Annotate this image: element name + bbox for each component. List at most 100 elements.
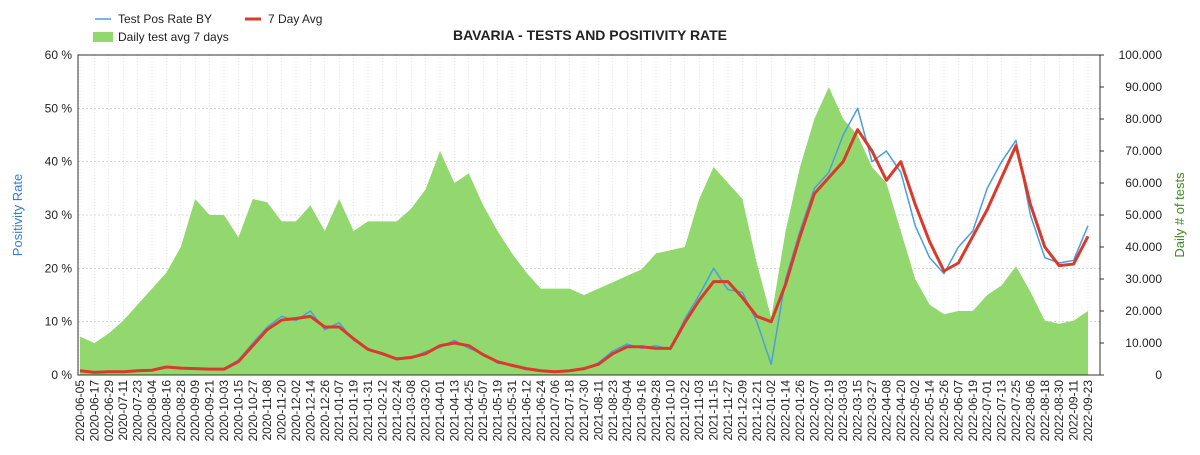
y-axis-title: Positivity Rate [10,174,25,256]
x-tick-label: 2020-07-11 [116,380,130,441]
x-tick-label: 2021-06-24 [534,380,548,442]
x-tick-label: 2022-02-19 [822,380,836,442]
y2-tick-label: 60.000 [1125,176,1162,190]
legend-label: Test Pos Rate BY [118,12,212,26]
x-tick-label: 2022-03-03 [836,380,850,442]
x-tick-label: 2021-05-19 [491,380,505,442]
y2-tick-label: 40.000 [1125,240,1162,254]
x-tick-label: 2022-08-30 [1052,380,1066,442]
x-tick-label: 2022-05-02 [908,380,922,442]
chart-title: BAVARIA - TESTS AND POSITIVITY RATE [453,27,727,43]
y2-tick-label: 50.000 [1125,208,1162,222]
x-tick-label: 2021-07-18 [563,380,577,442]
y2-tick-label: 20.000 [1125,304,1162,318]
x-tick-label: 0202-06-29 [102,380,116,442]
x-tick-label: 2021-07-06 [548,380,562,442]
x-tick-label: 2022-03-27 [865,380,879,442]
x-tick-label: 2021-11-03 [692,380,706,441]
x-tick-label: 2020-08-04 [145,380,159,442]
x-tick-label: 2020-08-16 [159,380,173,442]
x-tick-label: 2022-04-08 [879,380,893,442]
legend-swatch [93,32,113,42]
y-tick-label: 10 % [45,315,73,329]
x-tick-label: 2020-10-15 [231,380,245,442]
x-tick-label: 2021-04-01 [433,380,447,442]
y2-tick-label: 100.000 [1119,48,1163,62]
y2-axis-title: Daily # of tests [1172,172,1187,258]
y-tick-label: 30 % [45,208,73,222]
y-tick-label: 20 % [45,261,73,275]
x-tick-label: 2021-08-11 [591,380,605,441]
x-tick-label: 2020-12-02 [289,380,303,442]
area [80,87,1088,375]
line [79,128,1090,374]
x-tick-label: 2020-08-28 [174,380,188,442]
x-tick-label: 2020-10-03 [217,380,231,442]
y-tick-label: 0 % [51,368,72,382]
y-tick-label: 50 % [45,101,73,115]
x-tick-label: 2022-05-26 [937,380,951,442]
x-tick-label: 2021-05-31 [505,380,519,442]
x-tick-label: 2021-12-21 [750,380,764,442]
x-tick-label: 2021-08-23 [606,380,620,442]
x-tick-label: 2021-07-30 [577,380,591,442]
x-tick-label: 2022-07-25 [1009,380,1023,442]
x-tick-label: 2021-06-12 [519,380,533,442]
x-tick-label: 2021-04-13 [447,380,461,442]
x-tick-label: 2021-02-24 [390,380,404,442]
x-tick-label: 2022-01-02 [764,380,778,442]
x-tick-label: 2022-06-19 [966,380,980,442]
x-tick-label: 2022-07-01 [980,380,994,442]
x-tick-label: 2021-03-08 [404,380,418,442]
x-tick-label: 2020-12-14 [303,380,317,442]
x-tick-label: 2021-01-19 [347,380,361,442]
x-tick-label: 2022-07-13 [995,380,1009,442]
y-tick-label: 40 % [45,155,73,169]
x-tick-label: 2021-01-31 [361,380,375,442]
y2-tick-label: 30.000 [1125,272,1162,286]
x-tick-label: 2022-06-07 [951,380,965,442]
x-tick-label: 2020-12-26 [318,380,332,442]
x-tick-label: 2020-06-05 [73,380,87,442]
x-tick-label: 2020-07-23 [131,380,145,442]
x-tick-label: 2021-11-27 [721,380,735,441]
x-tick-label: 2022-05-14 [923,380,937,442]
x-tick-label: 2021-10-22 [678,380,692,442]
x-tick-label: 2022-01-14 [779,380,793,442]
x-tick-label: 2022-08-06 [1023,380,1037,442]
x-tick-label: 2020-10-27 [246,380,260,442]
plot-frame [77,54,1101,376]
x-tick-label: 2021-09-04 [620,380,634,442]
x-tick-label: 2021-12-09 [735,380,749,442]
y2-tick-label: 90.000 [1125,80,1162,94]
y2-tick-label: 70.000 [1125,144,1162,158]
x-tick-label: 2020-09-09 [188,380,202,442]
x-tick-label: 2021-11-15 [707,380,721,441]
x-tick-label: 2022-08-18 [1038,380,1052,442]
y2-tick-label: 10.000 [1125,336,1162,350]
x-tick-label: 2021-04-25 [462,380,476,442]
x-tick-label: 2021-09-16 [635,380,649,442]
x-tick-label: 2021-01-07 [332,380,346,442]
x-tick-label: 2021-05-07 [476,380,490,442]
x-tick-label: 2020-11-20 [275,380,289,441]
x-tick-label: 2022-02-07 [807,380,821,442]
x-tick-label: 2022-09-11 [1067,380,1081,441]
legend-label: 7 Day Avg [268,12,322,26]
x-tick-label: 2022-04-20 [894,380,908,442]
x-tick-label: 2020-09-21 [203,380,217,442]
x-tick-label: 2021-09-28 [649,380,663,442]
y2-tick-label: 0 [1155,368,1162,382]
x-tick-label: 2022-09-23 [1081,380,1095,442]
x-tick-label: 2020-11-08 [260,380,274,441]
legend-label: Daily test avg 7 days [118,30,229,44]
x-tick-label: 2020-06-17 [87,380,101,442]
x-tick-label: 2021-03-20 [419,380,433,442]
x-tick-label: 2022-01-26 [793,380,807,442]
x-tick-label: 2021-10-10 [663,380,677,442]
y-tick-label: 60 % [45,48,73,62]
x-tick-label: 2022-03-15 [851,380,865,442]
x-tick-label: 2021-02-12 [375,380,389,442]
y2-tick-label: 80.000 [1125,112,1162,126]
